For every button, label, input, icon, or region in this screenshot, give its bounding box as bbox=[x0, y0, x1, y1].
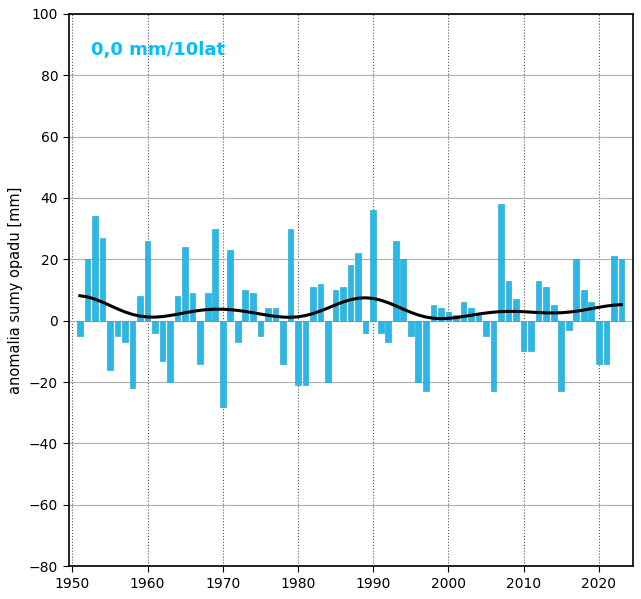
Bar bbox=[235, 320, 240, 342]
Bar bbox=[581, 290, 587, 320]
Bar bbox=[483, 320, 489, 336]
Bar bbox=[152, 320, 158, 333]
Bar bbox=[551, 305, 556, 320]
Bar bbox=[491, 320, 496, 391]
Y-axis label: anomalia sumy opadu [mm]: anomalia sumy opadu [mm] bbox=[8, 186, 23, 394]
Bar bbox=[363, 320, 369, 333]
Bar bbox=[250, 293, 256, 320]
Bar bbox=[423, 320, 429, 391]
Bar bbox=[566, 320, 572, 330]
Bar bbox=[408, 320, 413, 336]
Bar bbox=[355, 253, 361, 320]
Bar bbox=[431, 305, 436, 320]
Bar bbox=[258, 320, 263, 336]
Bar bbox=[370, 210, 376, 320]
Bar bbox=[303, 320, 308, 385]
Bar bbox=[513, 300, 519, 320]
Bar bbox=[137, 296, 143, 320]
Bar bbox=[348, 265, 353, 320]
Bar bbox=[506, 281, 512, 320]
Bar bbox=[476, 314, 481, 320]
Bar bbox=[393, 241, 399, 320]
Bar bbox=[536, 281, 542, 320]
Bar bbox=[453, 314, 459, 320]
Bar bbox=[107, 320, 113, 370]
Bar bbox=[115, 320, 121, 336]
Bar bbox=[325, 320, 331, 382]
Bar bbox=[438, 308, 444, 320]
Bar bbox=[340, 287, 346, 320]
Bar bbox=[401, 259, 406, 320]
Bar bbox=[468, 308, 474, 320]
Bar bbox=[318, 284, 323, 320]
Bar bbox=[596, 320, 602, 364]
Bar bbox=[611, 256, 617, 320]
Bar bbox=[122, 320, 128, 342]
Bar bbox=[295, 320, 301, 385]
Bar bbox=[220, 320, 226, 407]
Bar bbox=[461, 302, 466, 320]
Bar bbox=[145, 241, 151, 320]
Bar bbox=[588, 302, 594, 320]
Bar bbox=[212, 229, 218, 320]
Bar bbox=[272, 308, 278, 320]
Text: 0,0 mm/10lat: 0,0 mm/10lat bbox=[91, 41, 225, 59]
Bar bbox=[498, 204, 504, 320]
Bar bbox=[574, 259, 579, 320]
Bar bbox=[520, 320, 526, 352]
Bar bbox=[129, 320, 135, 388]
Bar bbox=[544, 287, 549, 320]
Bar bbox=[99, 238, 105, 320]
Bar bbox=[265, 308, 271, 320]
Bar bbox=[167, 320, 173, 382]
Bar bbox=[378, 320, 383, 333]
Bar bbox=[415, 320, 421, 382]
Bar bbox=[85, 259, 90, 320]
Bar bbox=[385, 320, 391, 342]
Bar bbox=[197, 320, 203, 364]
Bar bbox=[445, 311, 451, 320]
Bar bbox=[619, 259, 624, 320]
Bar bbox=[205, 293, 210, 320]
Bar bbox=[558, 320, 564, 391]
Bar bbox=[288, 229, 294, 320]
Bar bbox=[160, 320, 165, 361]
Bar bbox=[280, 320, 286, 364]
Bar bbox=[528, 320, 534, 352]
Bar bbox=[77, 320, 83, 336]
Bar bbox=[228, 250, 233, 320]
Bar bbox=[175, 296, 180, 320]
Bar bbox=[242, 290, 248, 320]
Bar bbox=[182, 247, 188, 320]
Bar bbox=[333, 290, 338, 320]
Bar bbox=[190, 293, 196, 320]
Bar bbox=[92, 216, 97, 320]
Bar bbox=[604, 320, 609, 364]
Bar bbox=[310, 287, 316, 320]
